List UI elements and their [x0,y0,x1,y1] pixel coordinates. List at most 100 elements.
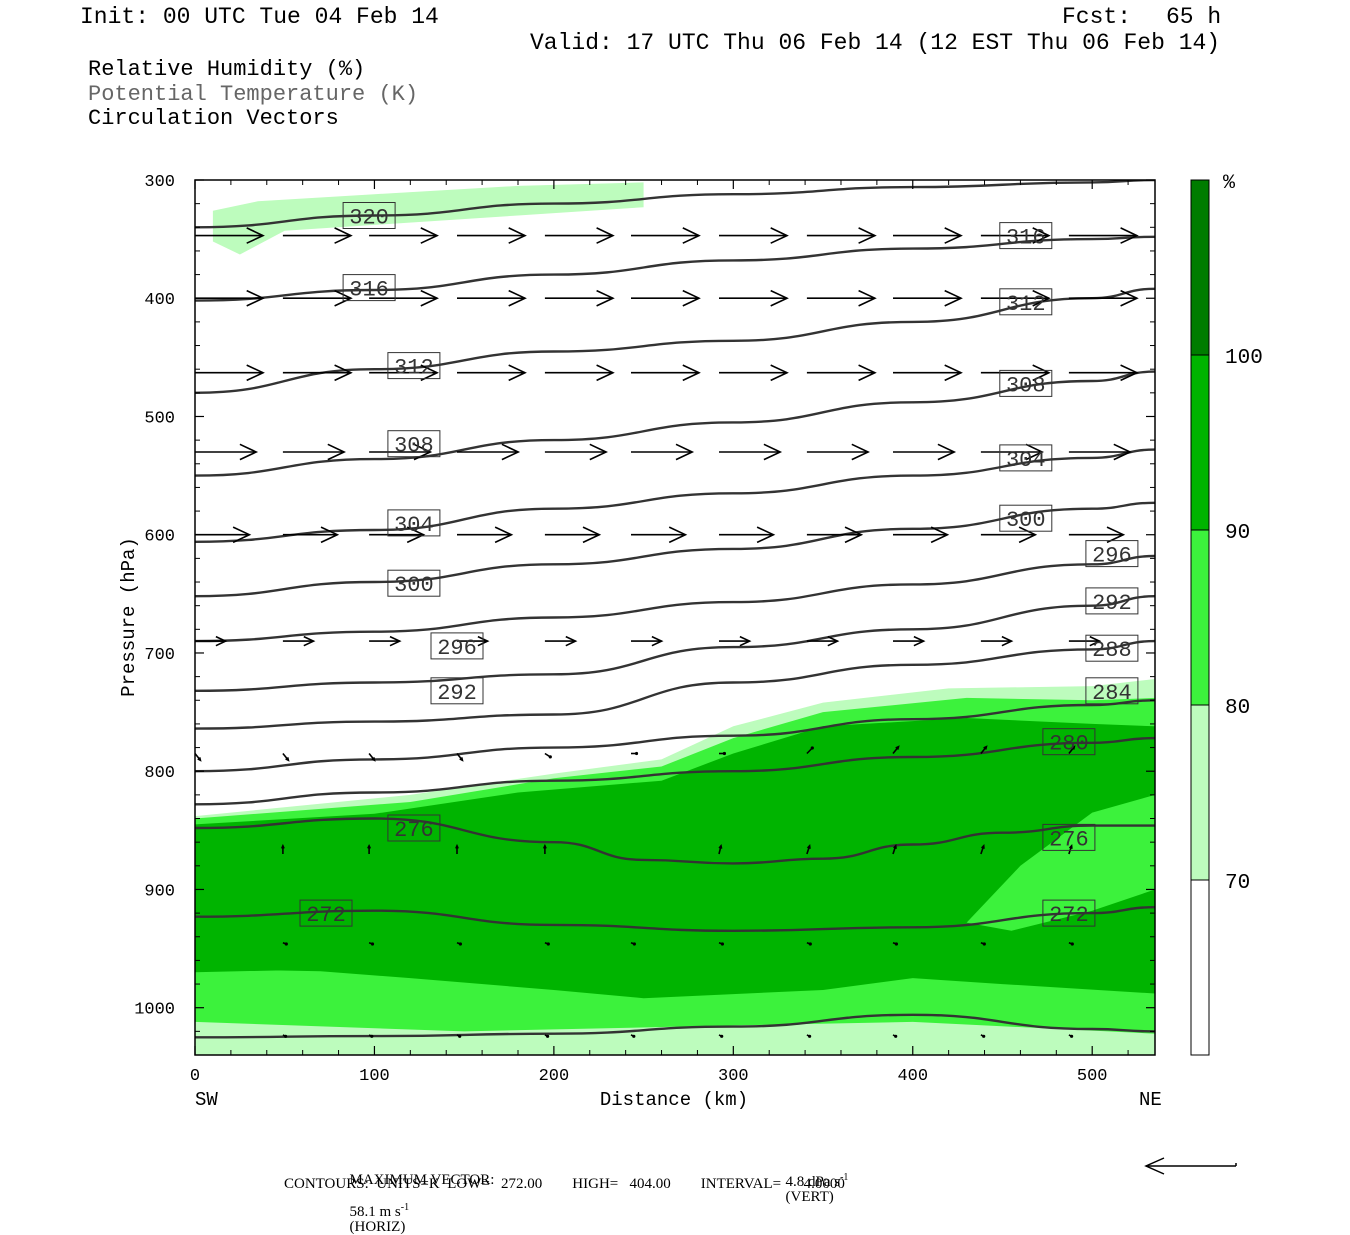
vector-head [596,364,615,382]
theta-contour-316-13 [195,180,1155,229]
vector-head [370,942,375,946]
vector-head [981,843,985,849]
vector-head [1120,289,1139,307]
horizontal-tag: (HORIZ) [349,1219,406,1235]
y-tick-label: 300 [144,173,175,192]
theta-contour-284-6 [195,595,1155,692]
max-vector-label: MAXIMUM VECTOR: 58.1 m s-1 (HORIZ) [342,1158,495,1235]
circulation-vector [195,526,252,544]
contour-label-284: 284 [1085,677,1139,706]
vector-head [406,526,426,544]
circulation-vector [806,1034,812,1038]
contour-label-272: 272 [1042,899,1096,928]
contour-label-316: 316 [342,274,396,303]
circulation-vector [806,746,814,755]
contour-label-text: 296 [1092,544,1132,569]
circulation-vector [282,364,353,382]
vector-head [284,1034,288,1038]
vector-head [763,443,783,461]
vector-head [893,843,897,849]
circulation-vector [1155,228,1223,243]
vector-head [546,1034,550,1038]
circulation-vector [631,227,701,244]
theta-contour-292-7 [195,554,1155,643]
vector-head [420,364,439,382]
circulation-vector [631,751,639,756]
circulation-vector [544,526,602,544]
circulation-vector [457,526,514,544]
circulation-vector [980,526,1038,544]
vector-head [1113,443,1132,461]
circulation-vector [456,1034,462,1038]
circulation-vector [718,844,723,855]
contour-label-text: 276 [1049,827,1089,852]
circulation-vector [892,941,899,946]
vector-head [1001,635,1014,647]
circulation-vector [1068,745,1076,754]
vector-head [983,745,988,750]
circulation-vector [980,443,1044,461]
circulation-vector [892,745,900,755]
vector-head [1032,227,1051,244]
vector-head [851,443,870,461]
theta-contour-unlabeled-5 [195,639,1155,730]
vector-head [858,364,877,382]
vector-head [944,227,963,244]
contour-label-box [387,352,441,380]
vector-head [285,757,290,762]
vector-head [280,843,285,849]
vector-head [858,289,877,307]
forecast-label: Fcst: [1062,4,1132,30]
vector-head [756,526,776,544]
vector-head [930,526,950,544]
vector-head [1070,1034,1074,1038]
circulation-vector [806,289,877,307]
vector-head [371,757,376,762]
circulation-vector [195,289,265,307]
circulation-vector [544,635,578,647]
circulation-vector [980,227,1051,244]
circulation-vector [195,364,265,382]
contour-label-box [1042,728,1096,756]
circulation-vector [369,635,402,647]
vector-head [913,635,926,647]
vector-head [246,289,265,307]
circulation-vector [631,364,701,382]
vector-head [720,1034,724,1038]
x-tick-label: 500 [1077,1067,1108,1086]
contour-label-text: 300 [394,573,434,598]
vector-head [1106,526,1126,544]
vector-head [806,844,811,849]
vector-head [501,443,521,461]
contour-label-box [999,288,1053,316]
colorbar-level-label: 100 [1225,347,1263,370]
vector-head [215,635,228,647]
circulation-vector [980,364,1051,382]
vector-head [651,635,664,647]
circulation-vector [542,843,547,854]
circulation-vector [630,941,637,946]
circulation-vector [718,941,725,946]
x-tick-label: 100 [359,1067,390,1086]
vector-head [420,289,439,307]
cross-section-chart: 320 316 316 312 312 308 308 304 304 300 300 296 296 2… [118,172,1263,1111]
contour-label-box [1085,677,1139,705]
theta-contour-276-2 [195,817,1155,865]
legend-relative-humidity: Relative Humidity (%) [88,57,366,82]
circulation-vector [282,227,353,244]
contour-label-text: 284 [1092,681,1132,706]
contour-label-272: 272 [299,899,353,928]
circulation-vector [455,843,459,854]
vector-head [508,289,527,307]
contour-label-box [430,677,484,705]
contour-label-text: 292 [1092,591,1132,616]
theta-contour-312-12 [195,235,1155,302]
contour-label-304: 304 [387,509,441,538]
contour-label-box [1085,587,1139,615]
contour-label-text: 276 [394,818,434,843]
contour-label-300: 300 [387,569,441,598]
vector-head [827,635,840,647]
vector-head [197,757,202,762]
vector-head [1070,942,1074,946]
vector-head [596,289,615,307]
